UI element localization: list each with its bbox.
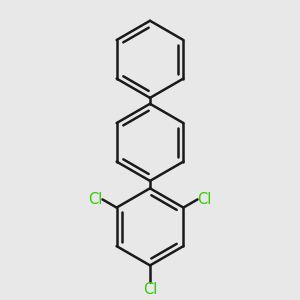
Text: Cl: Cl [197,192,212,207]
Text: Cl: Cl [88,192,103,207]
Text: Cl: Cl [143,282,157,297]
